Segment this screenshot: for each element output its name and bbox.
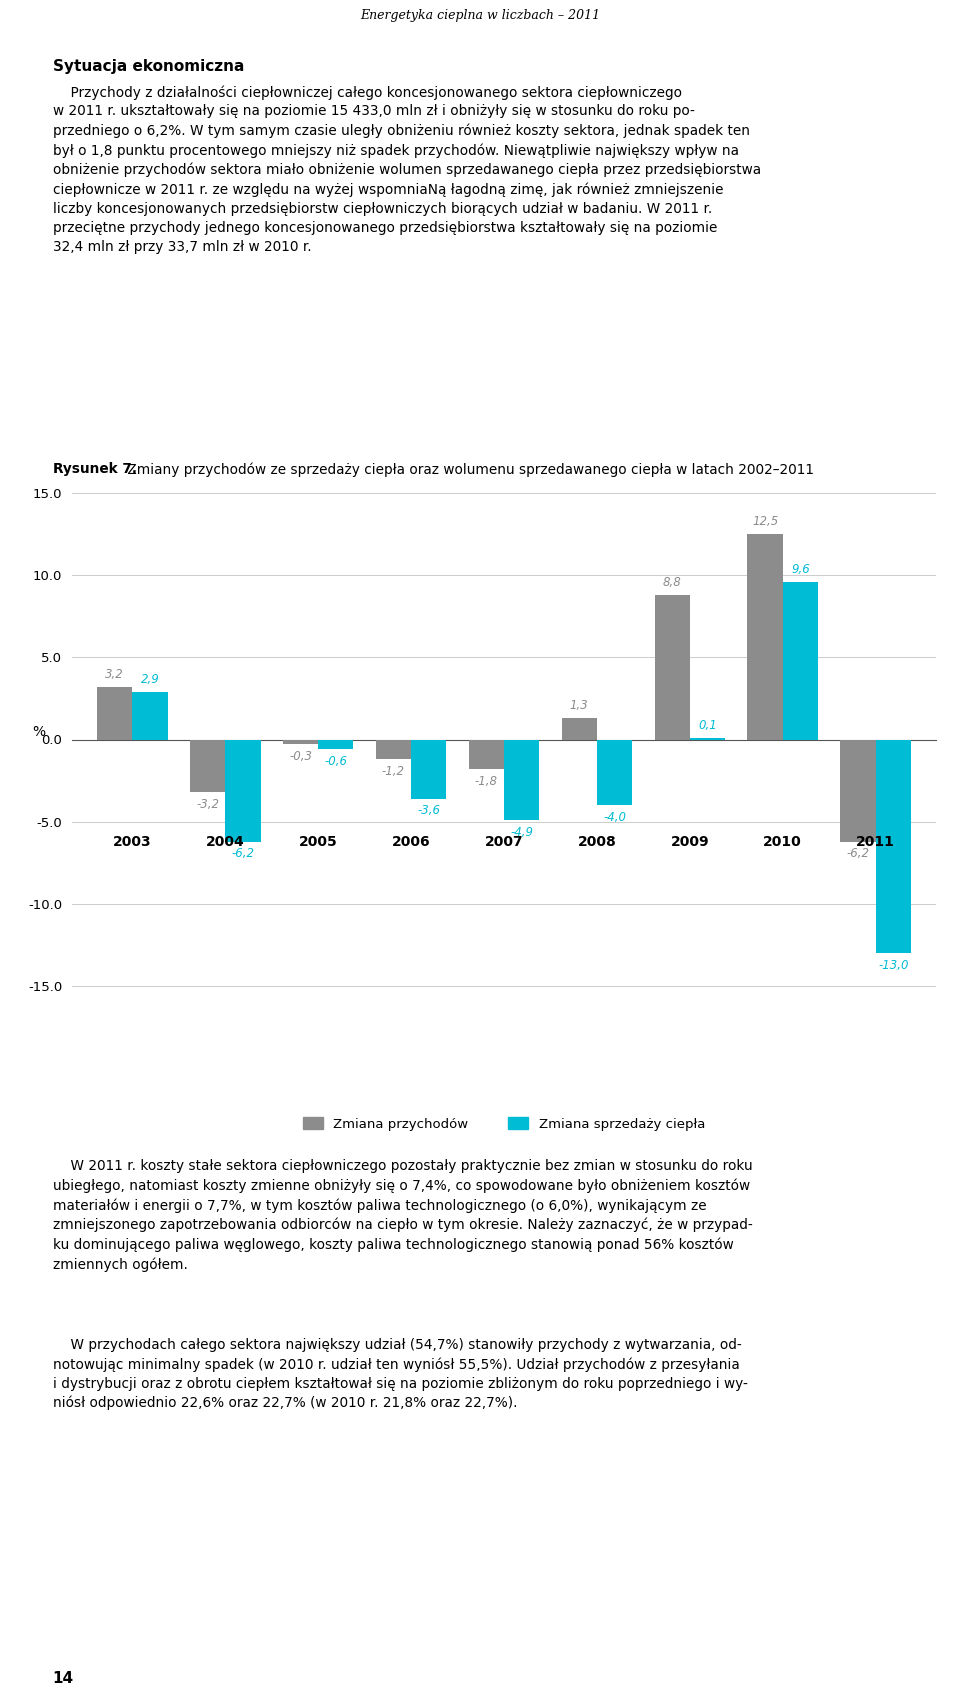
Text: -0,6: -0,6 — [324, 755, 348, 768]
Text: 2011: 2011 — [856, 835, 895, 848]
Text: W 2011 r. koszty stałe sektora ciepłowniczego pozostały praktycznie bez zmian w : W 2011 r. koszty stałe sektora ciepłowni… — [53, 1159, 753, 1272]
Bar — [655, 595, 690, 740]
Text: -13,0: -13,0 — [878, 959, 908, 972]
Text: 2003: 2003 — [113, 835, 152, 848]
Text: Energetyka cieplna w liczbach – 2011: Energetyka cieplna w liczbach – 2011 — [360, 10, 600, 22]
Text: 12,5: 12,5 — [752, 515, 779, 529]
Text: -4,9: -4,9 — [510, 826, 533, 838]
Legend: Zmiana przychodów, Zmiana sprzedaży ciepła: Zmiana przychodów, Zmiana sprzedaży ciep… — [303, 1117, 705, 1130]
Bar — [190, 740, 226, 792]
Bar — [226, 740, 260, 842]
Bar — [597, 740, 633, 806]
Text: 9,6: 9,6 — [791, 563, 809, 576]
Text: Przychody z działalności ciepłowniczej całego koncesjonowanego sektora ciepłowni: Przychody z działalności ciepłowniczej c… — [53, 85, 761, 253]
Bar — [97, 687, 132, 740]
Text: -3,6: -3,6 — [418, 804, 441, 818]
Bar — [375, 740, 411, 760]
Text: -6,2: -6,2 — [847, 847, 870, 860]
Text: 2,9: 2,9 — [141, 673, 159, 687]
Text: 2010: 2010 — [763, 835, 803, 848]
Text: -1,8: -1,8 — [475, 775, 498, 787]
Bar — [132, 692, 168, 740]
Text: 2007: 2007 — [485, 835, 523, 848]
Bar — [840, 740, 876, 842]
Bar — [562, 717, 597, 740]
Text: 2005: 2005 — [299, 835, 338, 848]
Text: -1,2: -1,2 — [382, 765, 405, 779]
Text: Sytuacja ekonomiczna: Sytuacja ekonomiczna — [53, 60, 244, 75]
Text: -0,3: -0,3 — [289, 750, 312, 763]
Bar — [318, 740, 353, 750]
Text: Zmiany przychodów ze sprzedaży ciepła oraz wolumenu sprzedawanego ciepła w latac: Zmiany przychodów ze sprzedaży ciepła or… — [123, 462, 814, 478]
Text: 2006: 2006 — [392, 835, 430, 848]
Bar — [468, 740, 504, 768]
Text: -4,0: -4,0 — [603, 811, 626, 824]
Text: -3,2: -3,2 — [196, 797, 219, 811]
Text: 3,2: 3,2 — [106, 668, 124, 682]
Bar — [748, 534, 782, 740]
Bar — [876, 740, 911, 954]
Y-axis label: %: % — [33, 726, 46, 740]
Text: 8,8: 8,8 — [662, 576, 682, 588]
Bar — [782, 581, 818, 740]
Text: W przychodach całego sektora największy udział (54,7%) stanowiły przychody z wyt: W przychodach całego sektora największy … — [53, 1338, 748, 1411]
Text: 0,1: 0,1 — [698, 719, 717, 733]
Text: 1,3: 1,3 — [570, 699, 588, 712]
Text: -6,2: -6,2 — [231, 847, 254, 860]
Text: 2008: 2008 — [578, 835, 616, 848]
Text: 2004: 2004 — [205, 835, 245, 848]
Bar — [283, 740, 318, 745]
Text: 14: 14 — [53, 1671, 74, 1686]
Text: 2009: 2009 — [670, 835, 709, 848]
Bar — [504, 740, 540, 819]
Text: Rysunek 7.: Rysunek 7. — [53, 462, 137, 476]
Bar — [411, 740, 446, 799]
